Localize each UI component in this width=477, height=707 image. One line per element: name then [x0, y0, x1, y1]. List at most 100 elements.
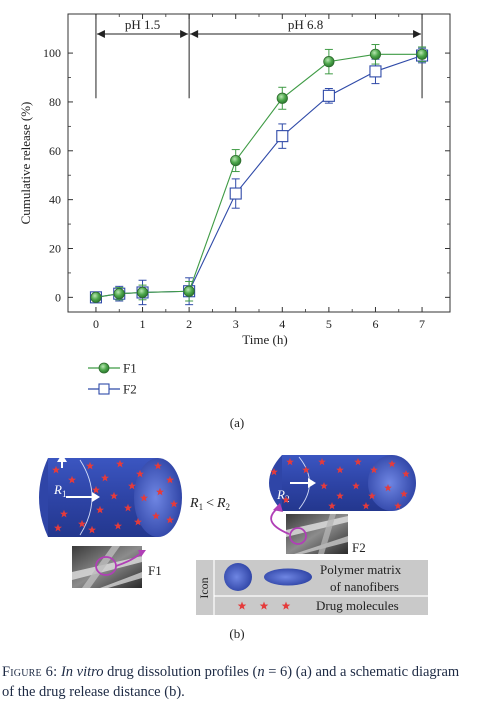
drug-molecule-star — [402, 470, 410, 478]
caption-text-1: drug dissolution profiles ( — [103, 664, 258, 680]
y-tick-label-4: 80 — [49, 95, 61, 109]
point-F2 — [322, 89, 335, 102]
drug-molecule-star — [114, 521, 122, 530]
fiber-f1: R1 — [39, 454, 182, 537]
drug-molecule-star — [96, 505, 104, 514]
drug-molecule-star — [124, 503, 132, 512]
sem-f1-fiber-b — [82, 546, 120, 588]
drug-molecule-star — [92, 485, 100, 494]
fiber-f1-up-arrow-head — [57, 454, 67, 462]
point-F2 — [369, 65, 382, 78]
drug-molecule-star — [302, 466, 310, 474]
drug-molecule-star — [54, 523, 62, 532]
legend-icon-label: Icon — [197, 577, 211, 598]
x-axis: 0 1 2 3 4 5 6 7 — [93, 14, 425, 331]
drug-molecule-star — [336, 492, 344, 500]
r1-arrow-head — [92, 492, 100, 502]
sem-image-f1: F1 — [72, 546, 162, 588]
sem-f2-pointer-head — [273, 503, 283, 512]
drug-molecule-star — [384, 484, 392, 492]
y-axis-label: Cumulative release (%) — [18, 102, 33, 225]
drug-molecule-star — [270, 468, 278, 476]
legend-drug-star — [281, 601, 291, 610]
sem-f1-fiber-c — [100, 572, 142, 588]
panel-a-label: (a) — [230, 415, 244, 430]
sem-f2-highlight-circle — [289, 527, 307, 545]
legend-f1-marker — [98, 362, 110, 374]
drug-molecule-star — [166, 515, 174, 524]
legend-drug-star — [259, 601, 269, 610]
drug-molecule-star — [318, 458, 326, 466]
sem-image-f2: F2 — [270, 503, 366, 555]
radius-comparison: R1 < R2 — [189, 496, 230, 512]
point-F1 — [183, 285, 195, 297]
phase-arrowhead-right-1 — [413, 30, 422, 38]
y-tick-label-2: 40 — [49, 193, 61, 207]
figure: 0 20 40 60 80 100 0 1 2 3 4 5 6 7 pH 1.5 pH 6.8 Time … — [18, 13, 451, 641]
drug-molecule-star — [128, 481, 136, 490]
drug-molecule-star — [152, 511, 160, 520]
figure-caption: Figure 6: In vitro drug dissolution prof… — [2, 662, 474, 702]
x-tick-label-3: 3 — [233, 317, 239, 331]
y-tick-label-1: 20 — [49, 241, 61, 255]
matrix-icon-circle — [224, 563, 252, 591]
chart-legend: F1 F2 — [88, 361, 137, 397]
phase-arrowhead-left-0 — [96, 30, 105, 38]
x-tick-label-1: 1 — [140, 317, 146, 331]
caption-text-2: = 6) (a) and a schematic diagram of the … — [2, 664, 460, 700]
drug-molecule-star — [110, 491, 118, 500]
y-tick-label-3: 60 — [49, 144, 61, 158]
x-tick-label-2: 2 — [186, 317, 192, 331]
drug-molecule-star — [336, 466, 344, 474]
legend-f2-marker — [98, 383, 110, 395]
drug-molecule-star — [370, 466, 378, 474]
point-F1 — [416, 48, 428, 60]
phase-label-0: pH 1.5 — [125, 17, 160, 32]
phase-annotations: pH 1.5 pH 6.8 — [95, 14, 423, 99]
matrix-icon-ellipse — [264, 568, 312, 586]
x-tick-label-7: 7 — [419, 317, 425, 331]
drug-molecule-star — [154, 461, 162, 470]
panel-b-label: (b) — [229, 626, 244, 641]
drug-molecule-star — [134, 517, 142, 526]
r1-label: R1 — [53, 482, 66, 499]
x-axis-label: Time (h) — [242, 332, 287, 347]
point-F1 — [230, 154, 242, 167]
fiber-f2-left-cap — [269, 455, 282, 511]
drug-molecule-star — [362, 502, 370, 510]
x-tick-label-0: 0 — [93, 317, 99, 331]
x-tick-label-4: 4 — [279, 317, 285, 331]
f1-schematic-label: F1 — [148, 563, 162, 578]
caption-lead: Figure 6: — [2, 664, 58, 680]
drug-molecule-star — [328, 502, 336, 510]
drug-molecule-star — [52, 465, 60, 474]
drug-molecule-star — [320, 482, 328, 490]
release-schematic: R1 R1<R2 R2 F1 — [39, 454, 428, 641]
legend-matrix-line2: of nanofibers — [330, 579, 399, 594]
drug-molecule-icons — [237, 601, 291, 610]
legend-drug-star — [237, 601, 247, 610]
plot-frame — [67, 13, 451, 313]
drug-molecule-star — [78, 519, 86, 528]
fiber-f1-left-cap — [39, 458, 48, 537]
point-F2 — [229, 187, 242, 200]
legend-drug-label: Drug molecules — [316, 598, 399, 613]
point-F2 — [276, 130, 289, 143]
phase-label-1: pH 6.8 — [288, 17, 323, 32]
drug-molecule-star — [368, 492, 376, 500]
drug-molecule-star — [140, 493, 148, 502]
y-axis: 0 20 40 60 80 100 — [43, 46, 450, 304]
drug-molecule-star — [394, 502, 402, 510]
x-tick-label-6: 6 — [372, 317, 378, 331]
point-F1 — [136, 286, 149, 299]
series-line-F2 — [95, 55, 423, 298]
drug-molecule-star — [86, 461, 94, 470]
fiber-f2-end — [368, 455, 416, 511]
f2-schematic-label: F2 — [352, 540, 366, 555]
drug-molecule-star — [136, 469, 144, 478]
r2-arrow-head — [308, 478, 316, 488]
point-F1 — [323, 56, 335, 68]
fiber-f2: R2 — [269, 455, 416, 511]
series-line-F1 — [95, 53, 423, 298]
release-chart: 0 20 40 60 80 100 0 1 2 3 4 5 6 7 pH 1.5 pH 6.8 Time … — [18, 13, 451, 430]
